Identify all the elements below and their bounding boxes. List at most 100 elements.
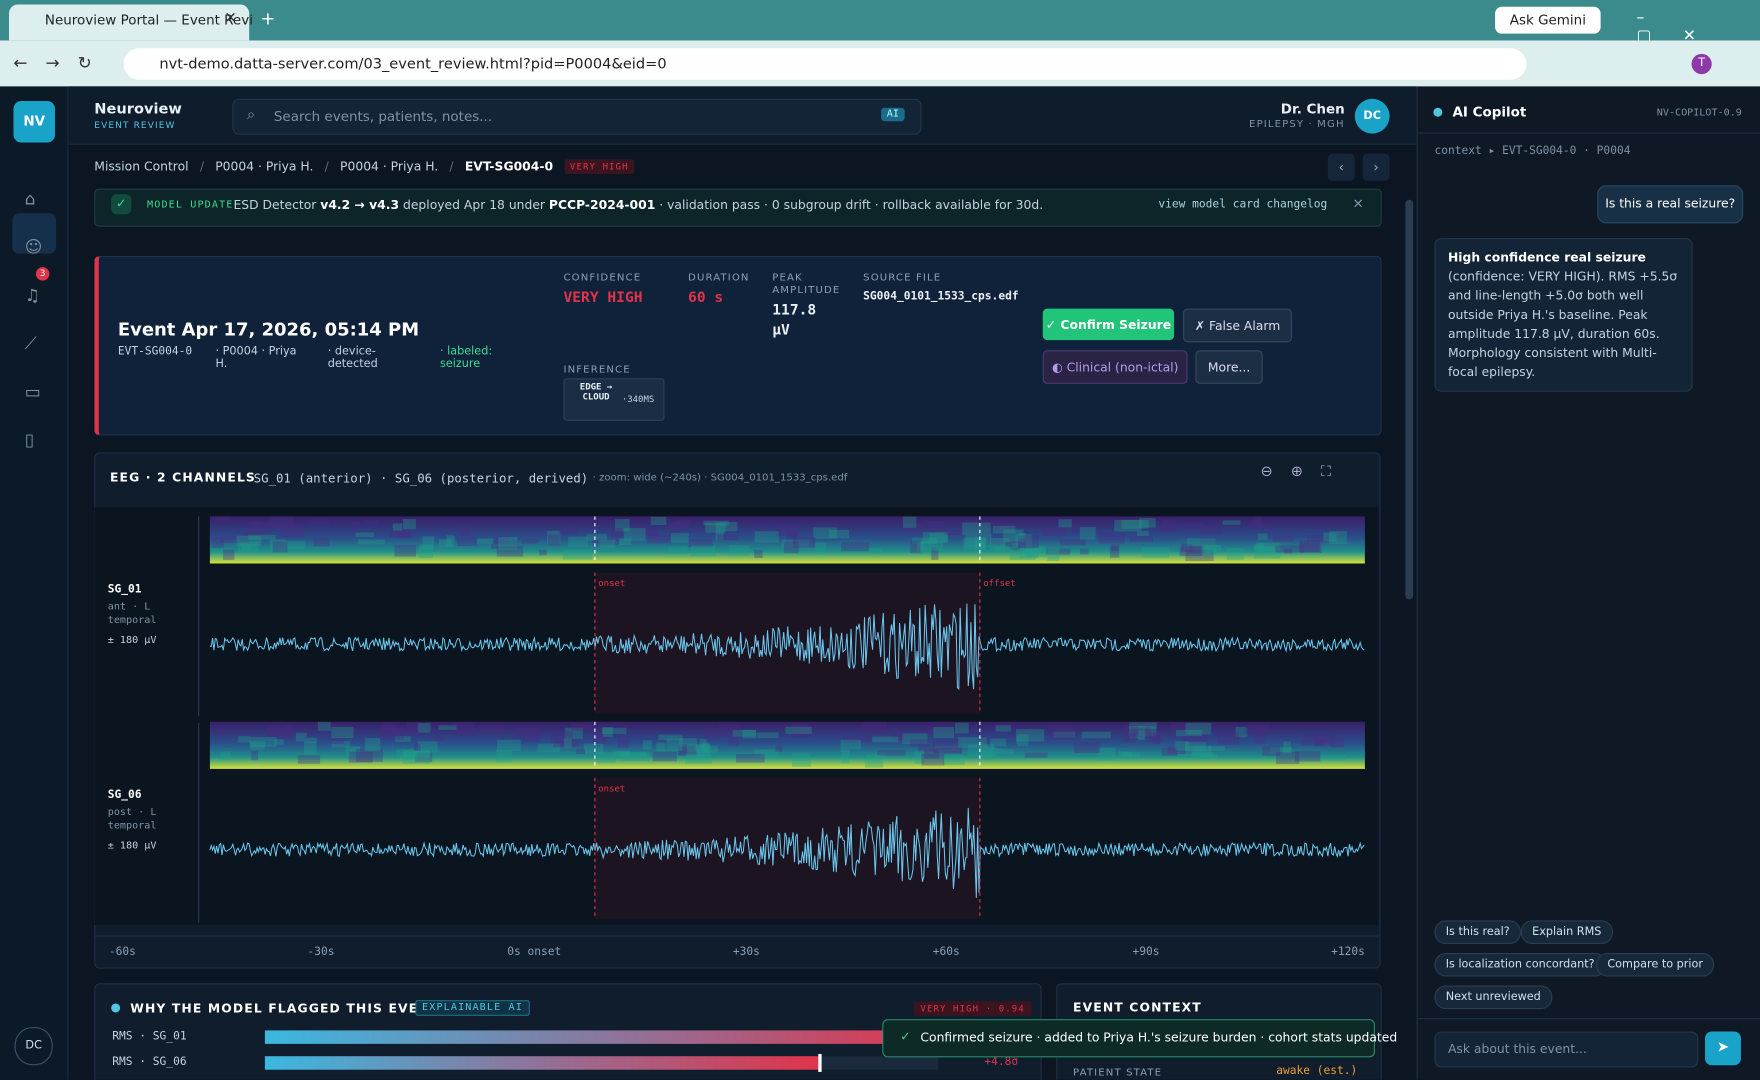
spectrogram-noise xyxy=(1079,527,1096,540)
nav-buttons[interactable]: ←→↻ xyxy=(13,52,110,73)
logo[interactable]: NV xyxy=(13,101,56,143)
spectrogram-noise xyxy=(931,547,939,560)
spectrogram-noise xyxy=(876,750,906,756)
breadcrumb[interactable]: P0004 · Priya H. xyxy=(340,159,439,174)
spectrogram-noise xyxy=(650,516,667,525)
chat-input[interactable] xyxy=(1434,1031,1699,1068)
profile[interactable]: T xyxy=(1691,53,1712,75)
waveform xyxy=(209,807,1365,898)
spectrogram-noise xyxy=(1222,520,1241,525)
spectrogram-noise xyxy=(977,735,988,743)
spectrogram-noise xyxy=(717,534,739,541)
spectrogram-noise xyxy=(317,721,331,731)
spectrogram-noise xyxy=(703,728,719,740)
spectrogram-noise xyxy=(990,738,1006,747)
confirm-button[interactable]: ✓ Confirm Seizure xyxy=(1042,308,1175,341)
toast-text: Confirmed seizure · added to Priya H.'s … xyxy=(920,1030,1398,1046)
spectrogram-noise xyxy=(829,529,850,539)
spectrogram-noise xyxy=(1016,734,1029,747)
false-alarm-button[interactable]: ✗ False Alarm xyxy=(1183,308,1292,343)
spectrogram-noise xyxy=(214,516,231,522)
spectrogram-noise xyxy=(1254,543,1265,553)
address-bar[interactable] xyxy=(123,48,1527,80)
spectrogram-noise xyxy=(1002,522,1012,533)
spectrogram-noise xyxy=(209,547,224,554)
spectrogram-noise xyxy=(613,751,630,757)
new-tab[interactable]: + xyxy=(260,7,276,30)
suggestion-chip[interactable]: Compare to prior xyxy=(1596,952,1715,977)
prev[interactable]: ‹ xyxy=(1327,153,1355,181)
banner-link[interactable]: view model card changelog xyxy=(1158,198,1328,212)
spectrogram-noise xyxy=(1139,518,1156,528)
tab[interactable] xyxy=(8,4,250,41)
spectrogram-noise xyxy=(1262,746,1281,756)
banner-text: ESD Detector v4.2 → v4.3 deployed Apr 18… xyxy=(233,198,1043,213)
spectrogram-noise xyxy=(559,529,571,535)
spectrogram-noise xyxy=(923,749,940,759)
breadcrumb[interactable]: P0004 · Priya H. xyxy=(215,159,314,174)
inference-label: INFERENCE xyxy=(563,364,631,377)
tab-close[interactable]: ✕ xyxy=(224,10,237,27)
spectrogram-noise xyxy=(1019,548,1039,559)
spectrogram-noise xyxy=(446,535,455,547)
spectrogram-noise xyxy=(615,518,630,532)
spectrogram-noise xyxy=(1017,535,1040,548)
banner-close[interactable]: × xyxy=(1352,195,1364,212)
spectrogram-noise xyxy=(1015,534,1033,547)
suggestion-chip[interactable]: Next unreviewed xyxy=(1434,985,1553,1010)
spectrogram-noise xyxy=(1275,545,1304,553)
spectrogram-noise xyxy=(980,747,998,760)
suggestion-chip[interactable]: Explain RMS xyxy=(1520,920,1613,944)
spectrogram-noise xyxy=(783,541,799,554)
spectrogram-noise xyxy=(1025,546,1048,557)
spectrogram-noise xyxy=(247,522,272,534)
breadcrumb[interactable]: Mission Control xyxy=(94,159,189,174)
spectrogram-noise xyxy=(348,751,373,763)
context-key: PATIENT STATE xyxy=(1073,1067,1163,1079)
spectrogram-noise xyxy=(537,743,561,753)
text: labeled: seizure xyxy=(440,345,493,371)
spectrogram-noise xyxy=(872,736,899,743)
ask-gemini[interactable]: Ask Gemini xyxy=(1495,6,1601,34)
spectrogram-noise xyxy=(921,753,945,766)
spectrogram-noise xyxy=(728,736,739,746)
tab-title: Neuroview Portal — Event Revi xyxy=(44,12,253,29)
nav-active[interactable] xyxy=(12,213,57,254)
spectrogram-noise xyxy=(548,534,560,546)
spectrogram-noise xyxy=(815,542,827,555)
spectrogram-noise xyxy=(642,740,652,750)
spectrogram-noise xyxy=(676,519,691,527)
user-avatar[interactable]: DC xyxy=(1354,98,1390,134)
spectrogram-noise xyxy=(678,750,697,756)
scrollbar[interactable] xyxy=(1405,199,1414,600)
spectrogram-noise xyxy=(1307,535,1330,543)
rail-avatar[interactable]: DC xyxy=(14,1027,53,1066)
search-badge: AI xyxy=(881,107,905,122)
user-message: Is this a real seizure? xyxy=(1597,185,1744,224)
spectrogram-noise xyxy=(1058,519,1072,528)
time-label: +30s xyxy=(732,946,760,959)
spectrogram-noise xyxy=(418,544,434,558)
spectrogram xyxy=(209,721,1365,769)
brand: Neuroview xyxy=(94,101,182,118)
more-button[interactable]: More... xyxy=(1195,350,1263,384)
channel-desc: ant · L temporal xyxy=(107,601,157,627)
search[interactable] xyxy=(232,98,922,135)
send[interactable]: ➤ xyxy=(1705,1031,1741,1066)
spectrogram-noise xyxy=(402,750,431,764)
spectrogram-noise xyxy=(917,541,925,554)
next[interactable]: › xyxy=(1362,153,1390,181)
spectrogram-noise xyxy=(1053,731,1075,738)
spectrogram-noise xyxy=(786,530,798,544)
nav-icons[interactable]: ⌂ ☺ ♫ ⟋ ▭ ▯ xyxy=(24,188,43,451)
spectrogram-noise xyxy=(670,521,680,535)
spectrogram-noise xyxy=(216,727,226,735)
suggestion-chip[interactable]: Is localization concordant? xyxy=(1434,952,1606,977)
tab-bar xyxy=(0,0,1760,41)
eeg-tools[interactable]: ⊖⊕⛶ xyxy=(1260,463,1350,481)
spectrogram-noise xyxy=(754,549,763,558)
clinical-button[interactable]: ◐ Clinical (non-ictal) xyxy=(1042,350,1188,384)
threshold xyxy=(818,1053,822,1072)
suggestion-chip[interactable]: Is this real? xyxy=(1434,920,1521,944)
assistant-message: High confidence real seizure (confidence:… xyxy=(1434,237,1693,392)
